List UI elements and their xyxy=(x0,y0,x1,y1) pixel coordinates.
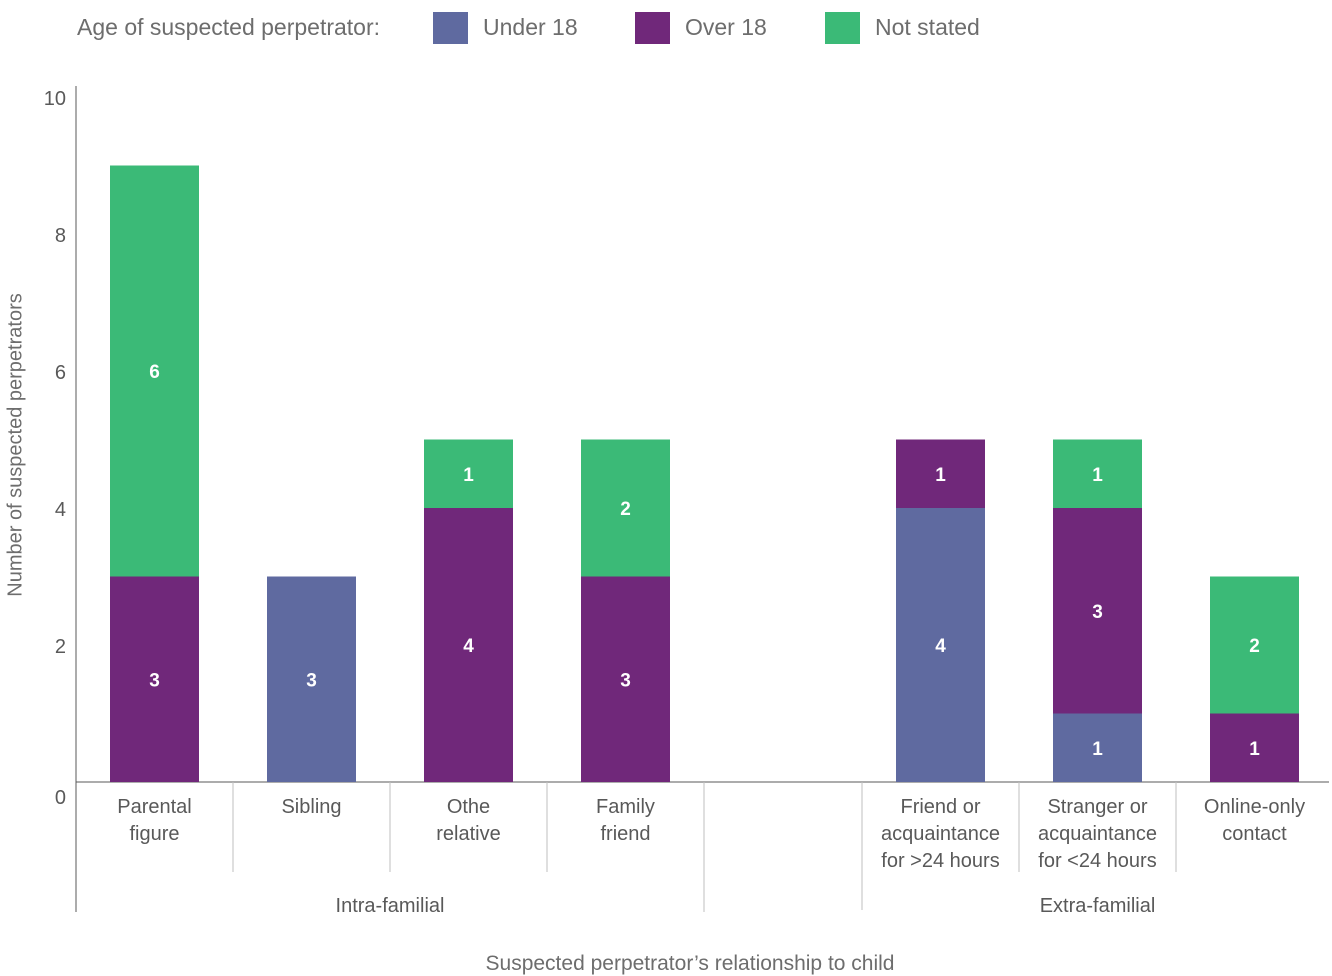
bar-segment-under-18 xyxy=(267,576,356,782)
bar-segment-over-18 xyxy=(581,576,670,782)
x-category-label: contact xyxy=(1222,823,1287,845)
x-category-label: Online-only xyxy=(1204,796,1305,818)
legend: Age of suspected perpetrator: Under 18 O… xyxy=(0,0,1332,56)
x-category-label: friend xyxy=(600,823,650,845)
bar-value-label: 1 xyxy=(1092,465,1103,486)
bar-value-label: 2 xyxy=(620,499,631,520)
legend-swatch-not-stated xyxy=(825,12,860,44)
bar-segment-not-stated xyxy=(424,439,513,508)
y-tick-label: 0 xyxy=(55,787,66,809)
x-category-label: acquaintance xyxy=(1038,823,1157,845)
x-category-label: for <24 hours xyxy=(1038,850,1156,872)
x-category-label: Family xyxy=(596,796,655,818)
x-category-label: Othe xyxy=(447,796,490,818)
group-label: Intra-familial xyxy=(336,895,445,917)
group-label: Extra-familial xyxy=(1040,895,1156,917)
bar-value-label: 1 xyxy=(1249,739,1260,760)
x-category-label: for >24 hours xyxy=(881,850,999,872)
bar-value-label: 1 xyxy=(1092,739,1103,760)
x-category-label: acquaintance xyxy=(881,823,1000,845)
legend-label-not-stated: Not stated xyxy=(875,14,980,40)
bar-value-label: 1 xyxy=(935,465,946,486)
x-category-label: Sibling xyxy=(281,796,341,818)
bar-segment-over-18 xyxy=(424,508,513,782)
bar-value-label: 6 xyxy=(149,362,160,383)
bar-segment-not-stated xyxy=(110,165,199,577)
bar-value-label: 4 xyxy=(935,636,946,657)
y-tick-label: 6 xyxy=(55,362,66,384)
y-tick-label: 8 xyxy=(55,225,66,247)
bar-value-label: 3 xyxy=(1092,602,1103,623)
y-tick-label: 4 xyxy=(55,499,66,521)
legend-swatch-under-18 xyxy=(433,12,468,44)
y-tick-label: 2 xyxy=(55,636,66,658)
x-category-label: figure xyxy=(129,823,179,845)
bar-segment-not-stated xyxy=(581,439,670,577)
bar-segment-not-stated xyxy=(1053,439,1142,508)
legend-label-over-18: Over 18 xyxy=(685,14,767,40)
bar-segment-over-18 xyxy=(1053,508,1142,714)
bar-value-label: 3 xyxy=(306,670,317,691)
bar-segment-over-18 xyxy=(1210,713,1299,782)
bar-value-label: 3 xyxy=(620,670,631,691)
x-category-label: relative xyxy=(436,823,500,845)
bar-value-label: 1 xyxy=(463,465,474,486)
x-axis-title: Suspected perpetrator’s relationship to … xyxy=(485,952,895,975)
x-category-label: Parental xyxy=(117,796,192,818)
legend-label-under-18: Under 18 xyxy=(483,14,578,40)
bar-segment-under-18 xyxy=(896,508,985,782)
bar-segment-over-18 xyxy=(896,439,985,508)
legend-swatch-over-18 xyxy=(635,12,670,44)
bar-value-label: 4 xyxy=(463,636,474,657)
bar-segment-under-18 xyxy=(1053,713,1142,782)
y-tick-label: 10 xyxy=(44,88,66,110)
legend-title: Age of suspected perpetrator: xyxy=(77,14,381,40)
x-category-label: Stranger or xyxy=(1047,796,1147,818)
y-axis-title: Number of suspected perpetrators xyxy=(4,293,27,597)
x-category-label: Friend or xyxy=(900,796,980,818)
bar-segment-not-stated xyxy=(1210,576,1299,714)
bar-value-label: 3 xyxy=(149,670,160,691)
bar-segment-over-18 xyxy=(110,576,199,782)
bar-value-label: 2 xyxy=(1249,636,1260,657)
